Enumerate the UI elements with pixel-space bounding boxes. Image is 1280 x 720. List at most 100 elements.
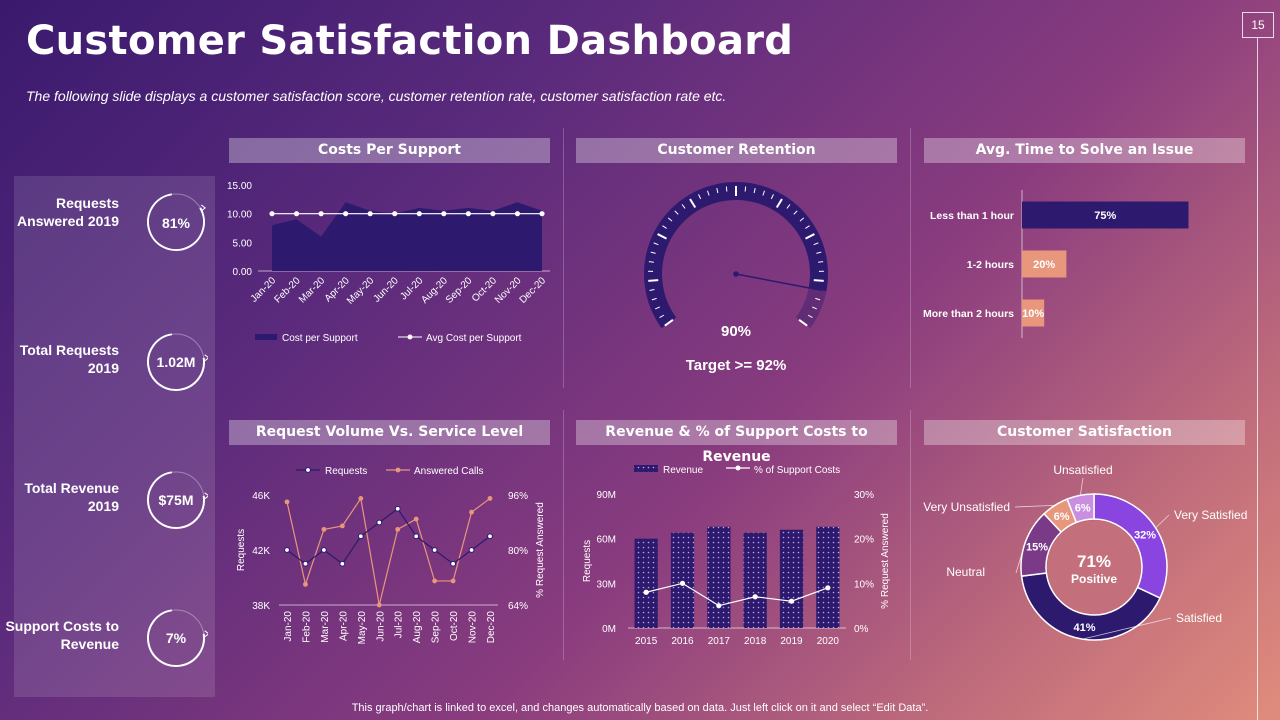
x-tick-label: 2018 (744, 636, 767, 647)
avg-cost-point (392, 211, 398, 217)
legend-marker-answered (395, 467, 401, 473)
gauge-tick (775, 198, 783, 209)
slice-satisfied (1020, 572, 1162, 641)
series-support-costs (646, 582, 829, 607)
x-tick-label: Nov-20 (468, 611, 479, 644)
gauge-tick (816, 251, 822, 254)
avg-cost-point (490, 211, 496, 217)
gauge-remainder (795, 287, 827, 329)
x-tick-label: Jul-20 (394, 611, 405, 639)
avg-cost-point (441, 211, 447, 217)
kpi-ring-total-revenue (147, 471, 208, 529)
answered-calls-point (469, 509, 474, 515)
category-label: Less than 1 hour (930, 210, 1014, 222)
x-tick-label: Apr-20 (338, 611, 349, 641)
slice-leader-line (1082, 617, 1172, 640)
y2-tick-label: 10% (854, 579, 874, 590)
legend-marker-support (735, 465, 741, 471)
kpi-panel: Requests Answered 2019 81% Total Request… (5, 176, 215, 697)
kpi-label-support-costs: Support Costs to Revenue (5, 618, 119, 652)
avg-cost-point (293, 211, 300, 217)
kpi-value-support-costs: 7% (165, 630, 187, 646)
category-label: 1-2 hours (967, 259, 1014, 271)
y-tick-label: 30M (597, 579, 616, 590)
legend-label-support: % of Support Costs (754, 465, 840, 476)
kpi-ring-arrow (204, 354, 208, 362)
slice-value-label: 41% (1074, 622, 1096, 634)
gauge-tick (659, 314, 665, 319)
kpi-value-total-revenue: $75M (158, 492, 194, 508)
kpi-ring-arrow (204, 492, 208, 500)
kpi-ring-arrow (200, 204, 207, 212)
answered-calls-point (395, 526, 401, 532)
avg-time-chart: Less than 1 hour 75% 1-2 hours 20% More than… (923, 190, 1189, 338)
header-revenue: Revenue & % of Support Costs to Revenue (576, 420, 897, 465)
gauge-tick (707, 190, 710, 196)
y-axis-title: Requests (582, 540, 593, 582)
gauge-tick (662, 225, 667, 229)
gauge-tick (762, 190, 765, 196)
support-costs-point (643, 589, 649, 595)
x-tick-label: Jan-20 (283, 611, 294, 642)
gauge-tick (650, 251, 656, 254)
kpi-ring-arrow (204, 630, 208, 638)
bar-2 (1022, 299, 1045, 327)
requests-point (413, 533, 420, 540)
category-label: More than 2 hours (923, 308, 1014, 320)
revenue-bar (707, 526, 731, 628)
x-tick-label: Dec-20 (518, 275, 549, 306)
y-tick-label: 90M (597, 490, 616, 501)
y-tick-label: 0M (602, 624, 616, 635)
gauge-value: 90% (721, 323, 751, 340)
x-tick-label: Feb-20 (301, 611, 312, 643)
gauge-tick (664, 319, 674, 327)
avg-cost-point (539, 211, 545, 217)
requests-point (339, 560, 346, 567)
page-number: 15 (1242, 12, 1274, 38)
donut-center-value: 71% (1077, 552, 1111, 571)
gauge-tick (681, 204, 686, 209)
separator (563, 128, 564, 388)
gauge-tick (815, 297, 821, 301)
x-tick-label: Mar-20 (297, 275, 327, 305)
support-costs-point (752, 594, 758, 600)
kpi-value-total-requests: 1.02M (156, 354, 196, 370)
gauge-tick (689, 198, 697, 209)
header-costs-per-support: Costs Per Support (229, 138, 550, 163)
donut-center (1047, 520, 1141, 614)
gauge-tick (811, 306, 817, 310)
x-tick-label: Feb-20 (272, 275, 302, 305)
x-tick-label: Jun-20 (371, 275, 401, 305)
legend-label-requests: Requests (325, 466, 367, 477)
gauge-tick (657, 233, 667, 240)
slice-value-label: 6% (1075, 503, 1091, 515)
bar-1 (1022, 250, 1067, 278)
bar-value-label: 20% (1033, 259, 1055, 271)
avg-cost-point (343, 211, 349, 217)
page-subtitle: The following slide displays a customer … (26, 88, 727, 104)
separator (910, 128, 911, 388)
kpi-ring-support-costs (147, 609, 208, 667)
x-tick-label: Sep-20 (431, 611, 442, 644)
gauge-needle (735, 273, 823, 292)
y2-tick-label: 64% (508, 601, 528, 612)
requests-point (321, 547, 327, 553)
avg-cost-point (465, 211, 471, 217)
bar-0 (1022, 201, 1189, 229)
answered-calls-point (450, 578, 456, 584)
donut-center-label: Positive (1071, 572, 1117, 586)
kpi-ring-arc (147, 471, 205, 529)
slice-name-label: Unsatisfied (1053, 463, 1112, 477)
requests-point (450, 560, 456, 567)
avg-cost-point (367, 211, 373, 217)
avg-cost-point (416, 211, 422, 217)
requests-point (468, 547, 475, 553)
revenue-bar (816, 526, 840, 628)
kpi-ring-arc (147, 609, 205, 667)
kpi-label-total-requests: Total Requests 2019 (19, 342, 119, 376)
x-tick-label: Aug-20 (412, 611, 423, 644)
requests-point (302, 560, 309, 567)
series-requests (286, 507, 491, 565)
y-tick-label: 60M (597, 535, 616, 546)
y2-axis-title: % Request Answered (880, 513, 891, 609)
